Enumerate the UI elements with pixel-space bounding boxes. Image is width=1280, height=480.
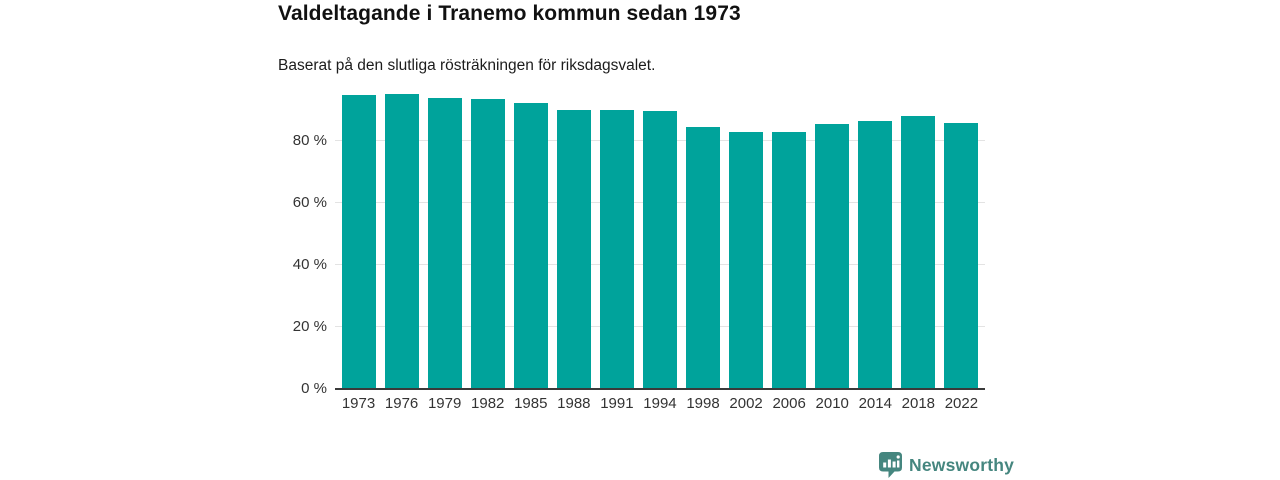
bar-column-2022 bbox=[940, 79, 983, 389]
y-tick-label-60: 60 % bbox=[292, 194, 327, 211]
bar-column-2010 bbox=[811, 79, 854, 389]
bar-column-2006 bbox=[768, 79, 811, 389]
bar-1976 bbox=[384, 94, 419, 389]
chart-subtitle: Baserat på den slutliga rösträkningen fö… bbox=[278, 57, 656, 74]
bar-column-1976 bbox=[380, 79, 423, 389]
bar-2006 bbox=[772, 132, 807, 389]
x-tick-label-1979: 1979 bbox=[427, 395, 462, 412]
x-tick-label-2018: 2018 bbox=[901, 395, 936, 412]
x-tick-label-1982: 1982 bbox=[471, 395, 505, 412]
x-tick-label-1998: 1998 bbox=[686, 395, 720, 412]
bar-column-2018 bbox=[897, 79, 940, 389]
y-axis-labels: 0 % 20 % 40 % 60 % 80 % bbox=[260, 79, 327, 397]
bar-1973 bbox=[341, 95, 376, 389]
x-axis-line bbox=[335, 388, 985, 390]
bar-1988 bbox=[556, 109, 591, 389]
bar-2018 bbox=[901, 115, 936, 389]
bars-row bbox=[337, 79, 983, 389]
x-tick-label-1976: 1976 bbox=[384, 395, 419, 412]
x-tick-label-2002: 2002 bbox=[729, 395, 763, 412]
x-tick-label-2006: 2006 bbox=[772, 395, 806, 412]
chart-title: Valdeltagande i Tranemo kommun sedan 197… bbox=[278, 2, 741, 25]
x-tick-label-1991: 1991 bbox=[600, 395, 634, 412]
bar-2002 bbox=[729, 131, 764, 389]
bar-2010 bbox=[815, 123, 850, 389]
bar-column-1982 bbox=[466, 79, 509, 389]
bar-column-1991 bbox=[595, 79, 638, 389]
bar-column-1979 bbox=[423, 79, 466, 389]
bar-1979 bbox=[427, 97, 462, 389]
bar-column-1973 bbox=[337, 79, 380, 389]
brand-lockup: Newsworthy bbox=[879, 452, 1014, 478]
bar-1985 bbox=[513, 102, 548, 389]
plot-area bbox=[335, 79, 985, 390]
bar-1982 bbox=[470, 99, 505, 389]
newsworthy-logo-icon bbox=[879, 452, 902, 478]
bar-2014 bbox=[858, 120, 893, 389]
y-tick-label-20: 20 % bbox=[292, 318, 327, 335]
y-tick-label-80: 80 % bbox=[292, 132, 327, 149]
x-tick-label-1994: 1994 bbox=[643, 395, 677, 412]
bar-1994 bbox=[642, 110, 677, 389]
x-tick-label-2022: 2022 bbox=[944, 395, 979, 412]
bar-column-1985 bbox=[509, 79, 552, 389]
x-tick-label-2014: 2014 bbox=[858, 395, 892, 412]
bar-column-2002 bbox=[725, 79, 768, 389]
x-tick-label-1973: 1973 bbox=[341, 395, 376, 412]
x-tick-label-2010: 2010 bbox=[815, 395, 849, 412]
bar-column-2014 bbox=[854, 79, 897, 389]
bar-1998 bbox=[686, 127, 721, 389]
x-tick-label-1985: 1985 bbox=[514, 395, 548, 412]
y-tick-label-40: 40 % bbox=[292, 256, 327, 273]
bar-2022 bbox=[944, 123, 979, 389]
y-tick-label-0: 0 % bbox=[301, 380, 327, 397]
bar-column-1988 bbox=[552, 79, 595, 389]
brand-name: Newsworthy bbox=[909, 454, 1015, 475]
bar-1991 bbox=[599, 110, 634, 389]
bar-column-1994 bbox=[638, 79, 681, 389]
x-axis-labels: 1973 1976 1979 1982 1985 1988 1991 1994 1998 2002… bbox=[337, 395, 983, 412]
bar-column-1998 bbox=[682, 79, 725, 389]
x-tick-label-1988: 1988 bbox=[557, 395, 591, 412]
